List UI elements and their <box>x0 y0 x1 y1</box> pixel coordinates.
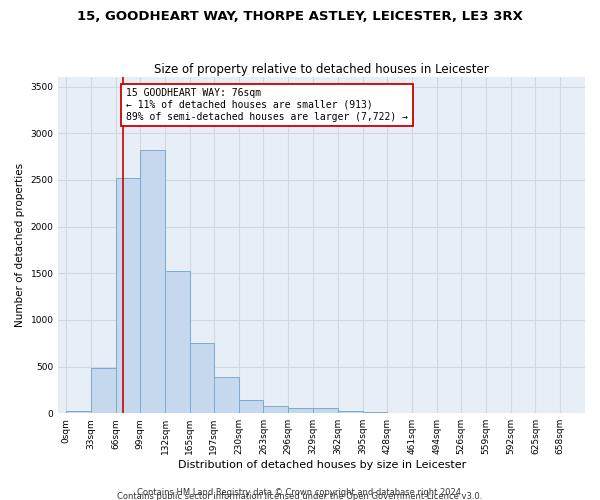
Text: Contains public sector information licensed under the Open Government Licence v3: Contains public sector information licen… <box>118 492 482 500</box>
Bar <box>338 411 362 413</box>
Bar <box>190 343 214 413</box>
Bar <box>91 368 116 413</box>
Bar <box>263 406 288 413</box>
Bar <box>214 377 239 413</box>
Text: 15, GOODHEART WAY, THORPE ASTLEY, LEICESTER, LE3 3RX: 15, GOODHEART WAY, THORPE ASTLEY, LEICES… <box>77 10 523 23</box>
Bar <box>165 272 190 413</box>
Title: Size of property relative to detached houses in Leicester: Size of property relative to detached ho… <box>154 63 489 76</box>
Bar <box>288 408 313 413</box>
Bar <box>66 412 91 413</box>
Bar <box>116 178 140 413</box>
Text: 15 GOODHEART WAY: 76sqm
← 11% of detached houses are smaller (913)
89% of semi-d: 15 GOODHEART WAY: 76sqm ← 11% of detache… <box>126 88 408 122</box>
Bar <box>313 408 338 413</box>
Bar <box>362 412 388 413</box>
Bar <box>140 150 165 413</box>
Y-axis label: Number of detached properties: Number of detached properties <box>15 163 25 328</box>
X-axis label: Distribution of detached houses by size in Leicester: Distribution of detached houses by size … <box>178 460 466 470</box>
Bar <box>239 400 263 413</box>
Text: Contains HM Land Registry data © Crown copyright and database right 2024.: Contains HM Land Registry data © Crown c… <box>137 488 463 497</box>
